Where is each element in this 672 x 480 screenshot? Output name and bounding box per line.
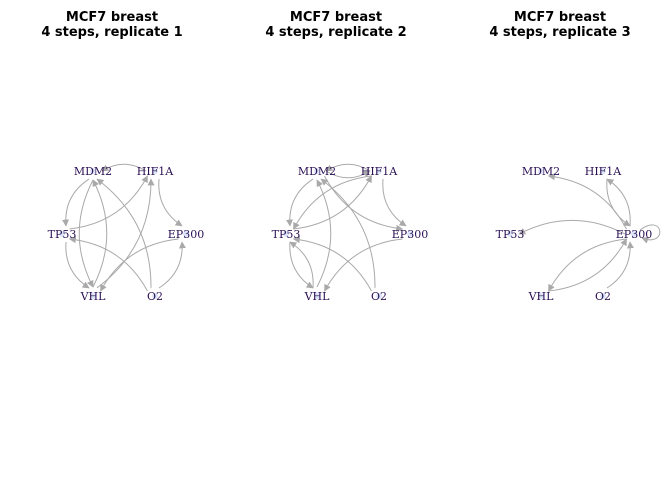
edge-ep300-to-vhl bbox=[100, 238, 179, 292]
node-hif1a-label: HIF1A bbox=[361, 165, 399, 178]
node-vhl-dot bbox=[538, 293, 544, 299]
edge-tp53-to-vhl bbox=[289, 241, 314, 289]
node-mdm2-label: MDM2 bbox=[522, 165, 560, 178]
edge-o2-to-ep300 bbox=[606, 241, 634, 289]
edge-mdm2-to-tp53 bbox=[62, 178, 90, 227]
node-tp53-dot bbox=[283, 231, 289, 237]
node-o2-dot bbox=[600, 293, 606, 299]
node-o2-label: O2 bbox=[147, 290, 163, 303]
edge-vhl-to-hif1a bbox=[96, 178, 155, 289]
edge-ep300-to-vhl bbox=[548, 238, 627, 292]
edge-tp53-to-hif1a bbox=[69, 175, 148, 230]
node-ep300-label: EP300 bbox=[616, 228, 652, 241]
node-vhl-label: VHL bbox=[528, 290, 555, 303]
node-vhl-label: VHL bbox=[304, 290, 331, 303]
edge-ep300-to-vhl bbox=[324, 238, 403, 292]
edge-o2-to-mdm2 bbox=[96, 178, 152, 288]
edge-hif1a-to-mdm2 bbox=[325, 163, 371, 172]
panel-2-title: MCF7 breast 4 steps, replicate 2 bbox=[224, 10, 448, 40]
node-tp53-dot bbox=[59, 231, 65, 237]
node-mdm2-label: MDM2 bbox=[298, 165, 336, 178]
node-ep300-dot bbox=[183, 231, 189, 237]
node-hif1a-dot bbox=[376, 168, 382, 174]
node-hif1a-label: HIF1A bbox=[585, 165, 623, 178]
node-vhl-dot bbox=[90, 293, 96, 299]
node-mdm2-label: MDM2 bbox=[74, 165, 112, 178]
network-panel-3: MDM2 HIF1A TP53 EP300 VHL O2 bbox=[496, 165, 661, 303]
node-vhl-dot bbox=[314, 293, 320, 299]
node-hif1a-dot bbox=[152, 168, 158, 174]
edge-vhl-to-mdm2 bbox=[316, 179, 332, 288]
panel-3-title-line1: MCF7 breast bbox=[513, 10, 607, 25]
panel-3-title: MCF7 breast 4 steps, replicate 3 bbox=[448, 10, 672, 40]
edge-mdm2-to-ep300 bbox=[324, 175, 404, 232]
edge-hif1a-to-ep300 bbox=[606, 179, 631, 227]
edge-hif1a-to-tp53 bbox=[293, 175, 372, 230]
edge-o2-to-ep300 bbox=[158, 241, 186, 289]
node-hif1a-label: HIF1A bbox=[137, 165, 175, 178]
node-o2-label: O2 bbox=[371, 290, 387, 303]
node-mdm2-dot bbox=[314, 168, 320, 174]
panel-1-title: MCF7 breast 4 steps, replicate 1 bbox=[0, 10, 224, 40]
edge-o2-to-tp53 bbox=[292, 236, 372, 292]
node-mdm2-dot bbox=[538, 168, 544, 174]
panel-2-title-line1: MCF7 breast bbox=[289, 10, 383, 25]
edge-mdm2-to-tp53 bbox=[286, 178, 314, 227]
edge-hif1a-to-mdm2 bbox=[101, 163, 147, 172]
node-tp53-label: TP53 bbox=[496, 228, 525, 241]
edge-tp53-to-hif1a bbox=[293, 175, 372, 230]
edge-hif1a-to-ep300 bbox=[382, 179, 407, 227]
node-ep300-label: EP300 bbox=[392, 228, 428, 241]
edge-ep300-to-tp53 bbox=[518, 219, 626, 235]
edge-vhl-to-mdm2 bbox=[92, 179, 108, 288]
edge-o2-to-mdm2 bbox=[320, 178, 376, 288]
node-ep300-label: EP300 bbox=[168, 228, 204, 241]
node-vhl-label: VHL bbox=[80, 290, 107, 303]
panel-1-title-line2: 4 steps, replicate 1 bbox=[41, 25, 183, 40]
edge-vhl-to-ep300 bbox=[548, 238, 627, 292]
edge-ep300-to-ep300 bbox=[639, 224, 661, 244]
network-panel-1: MDM2 HIF1A TP53 EP300 VHL O2 bbox=[48, 163, 204, 303]
node-tp53-label: TP53 bbox=[272, 228, 301, 241]
panel-1-title-line1: MCF7 breast bbox=[65, 10, 159, 25]
edge-hif1a-to-ep300 bbox=[158, 179, 183, 227]
panel-3-title-line2: 4 steps, replicate 3 bbox=[489, 25, 631, 40]
node-o2-dot bbox=[376, 293, 382, 299]
edge-tp53-to-vhl bbox=[65, 241, 90, 289]
panel-2-title-line2: 4 steps, replicate 2 bbox=[265, 25, 407, 40]
node-ep300-dot bbox=[631, 231, 637, 237]
node-o2-dot bbox=[152, 293, 158, 299]
node-mdm2-dot bbox=[90, 168, 96, 174]
edge-mdm2-to-vhl bbox=[78, 179, 94, 288]
network-panel-2: MDM2 HIF1A TP53 EP300 VHL O2 bbox=[272, 163, 428, 303]
edge-ep300-to-mdm2 bbox=[547, 173, 627, 230]
node-o2-label: O2 bbox=[595, 290, 611, 303]
node-ep300-dot bbox=[407, 231, 413, 237]
edge-o2-to-tp53 bbox=[68, 236, 148, 292]
edge-mdm2-to-hif1a bbox=[325, 170, 371, 179]
node-tp53-label: TP53 bbox=[48, 228, 77, 241]
node-tp53-dot bbox=[507, 231, 513, 237]
node-hif1a-dot bbox=[600, 168, 606, 174]
